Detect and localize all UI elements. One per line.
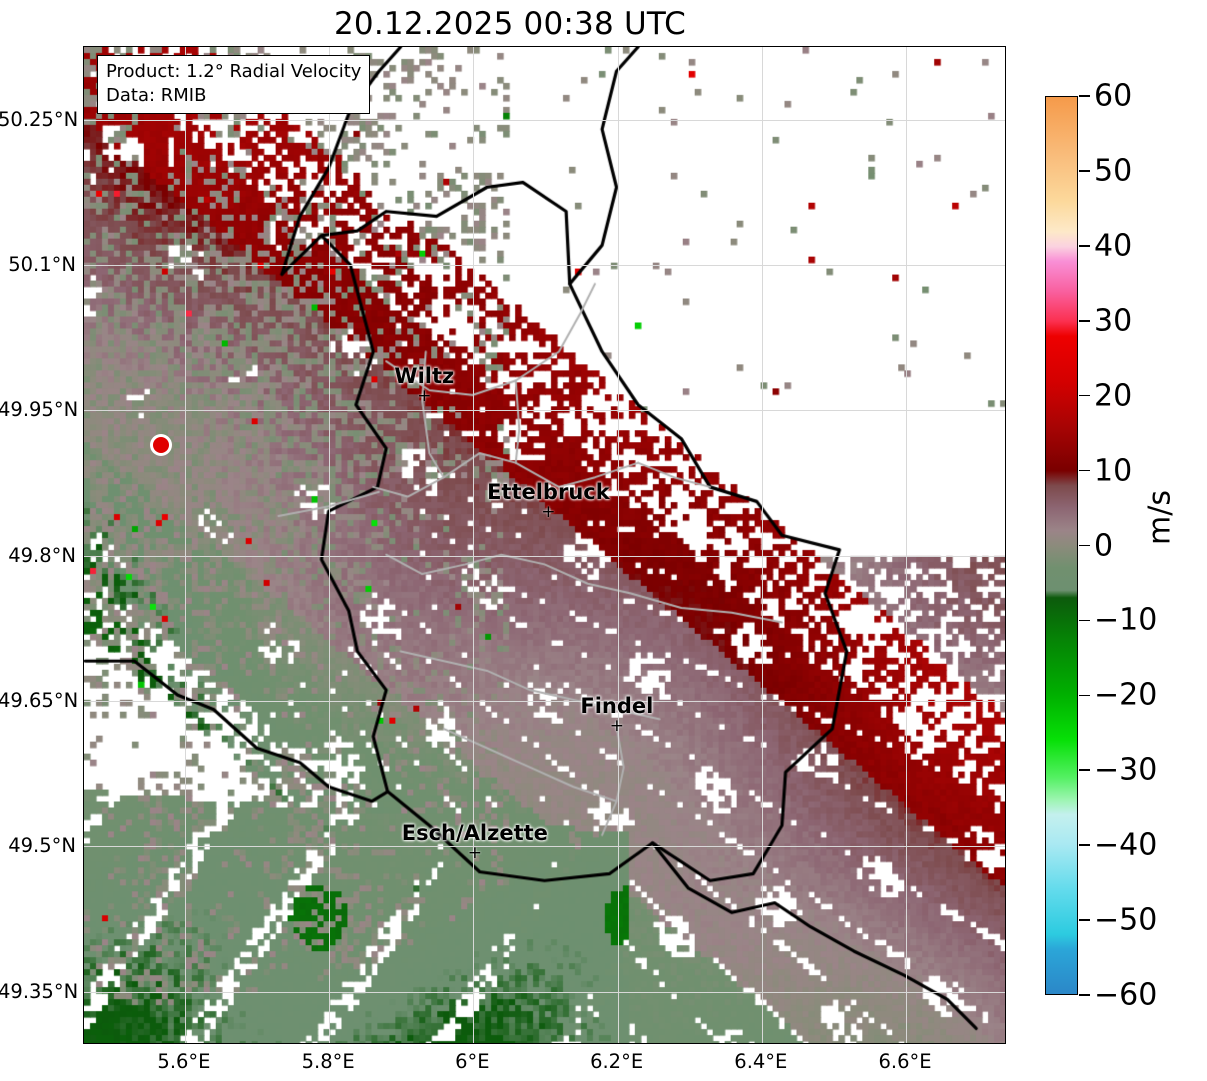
- info-box: Product: 1.2° Radial Velocity Data: RMIB: [97, 55, 371, 114]
- city-label-wiltz: Wiltz +: [394, 364, 455, 407]
- radar-site-marker: [150, 434, 173, 457]
- colorbar-tick-label-2: 40: [1094, 228, 1133, 264]
- colorbar-unit-label: m/s: [1142, 490, 1178, 545]
- city-name: Ettelbruck: [487, 479, 610, 504]
- colorbar-tick-label-6: 0: [1094, 528, 1114, 563]
- grid-line-lon: [473, 47, 475, 1043]
- city-marker-icon: +: [609, 715, 624, 736]
- x-tick-label-3: 6.2°E: [590, 1050, 644, 1073]
- info-data: Data: RMIB: [106, 84, 207, 106]
- colorbar-tick-label-1: 50: [1094, 153, 1133, 189]
- grid-line-lon: [617, 47, 619, 1043]
- city-label-esch-alzette: Esch/Alzette +: [401, 820, 548, 863]
- x-tick-label-5: 6.6°E: [878, 1050, 932, 1073]
- grid-line-lon: [761, 47, 763, 1043]
- city-label-ettelbruck: Ettelbruck +: [487, 479, 610, 522]
- x-tick-label-1: 5.8°E: [301, 1050, 355, 1073]
- colorbar-tick-label-5: 10: [1094, 453, 1133, 489]
- colorbar-tick-label-12: −60: [1094, 977, 1158, 1013]
- y-tick-label-0: 50.25°N: [0, 107, 79, 131]
- colorbar-tick: [1079, 245, 1090, 247]
- city-name: Wiltz: [394, 364, 455, 389]
- grid-line-lon: [184, 47, 186, 1043]
- colorbar-tick-label-11: −50: [1094, 902, 1158, 938]
- info-product: Product: 1.2° Radial Velocity: [106, 61, 362, 82]
- colorbar-tick: [1079, 469, 1090, 472]
- colorbar-tick: [1079, 95, 1090, 97]
- y-tick-label-4: 49.65°N: [0, 689, 79, 713]
- colorbar-tick: [1079, 544, 1090, 547]
- x-tick-label-0: 5.6°E: [157, 1050, 211, 1073]
- grid-line-lat: [84, 119, 1005, 121]
- page-title: 20.12.2025 00:38 UTC: [334, 6, 686, 42]
- colorbar-tick: [1079, 394, 1090, 397]
- colorbar-tick-label-10: −40: [1094, 827, 1158, 863]
- city-marker-icon: +: [417, 386, 432, 407]
- colorbar-tick: [1079, 319, 1090, 322]
- colorbar-tick: [1079, 694, 1090, 697]
- colorbar-tick-label-0: 60: [1094, 78, 1133, 114]
- colorbar-tick: [1079, 170, 1090, 172]
- city-label-findel: Findel +: [580, 693, 654, 736]
- grid-line-lon: [329, 47, 331, 1043]
- colorbar-tick-label-8: −20: [1094, 677, 1158, 713]
- city-name: Esch/Alzette: [401, 820, 548, 845]
- colorbar-tick: [1079, 619, 1090, 622]
- grid-line-lat: [84, 991, 1005, 993]
- city-name: Findel: [580, 693, 654, 718]
- radar-reflectivity-canvas: [84, 47, 1005, 1043]
- grid-line-lat: [84, 846, 1005, 848]
- colorbar-tick-label-3: 30: [1094, 303, 1133, 339]
- radar-plot[interactable]: Wiltz + Ettelbruck + Findel + Esch/Alzette + Pr…: [83, 46, 1006, 1044]
- x-tick-label-2: 6°E: [455, 1050, 490, 1073]
- x-tick-label-4: 6.4°E: [734, 1050, 788, 1073]
- grid-line-lat: [84, 265, 1005, 266]
- grid-line-lon: [906, 47, 908, 1043]
- city-marker-icon: +: [541, 501, 556, 522]
- colorbar-tick: [1079, 844, 1090, 846]
- colorbar-gradient: [1046, 97, 1077, 994]
- city-marker-icon: +: [467, 842, 482, 863]
- colorbar-tick-label-4: 20: [1094, 378, 1133, 414]
- colorbar-tick-label-9: −30: [1094, 752, 1158, 788]
- colorbar-tick: [1079, 994, 1090, 996]
- colorbar-tick-label-7: −10: [1094, 602, 1158, 638]
- y-tick-label-5: 49.5°N: [8, 834, 76, 858]
- y-tick-label-6: 49.35°N: [0, 979, 79, 1003]
- grid-line-lat: [84, 410, 1005, 412]
- colorbar-tick: [1079, 769, 1090, 772]
- y-tick-label-1: 50.1°N: [8, 253, 76, 276]
- colorbar-tick: [1079, 919, 1090, 921]
- grid-line-lat: [84, 555, 1005, 557]
- grid-line-lat: [84, 701, 1005, 703]
- colorbar: [1045, 96, 1078, 995]
- y-tick-label-3: 49.8°N: [8, 543, 76, 567]
- y-tick-label-2: 49.95°N: [0, 398, 79, 422]
